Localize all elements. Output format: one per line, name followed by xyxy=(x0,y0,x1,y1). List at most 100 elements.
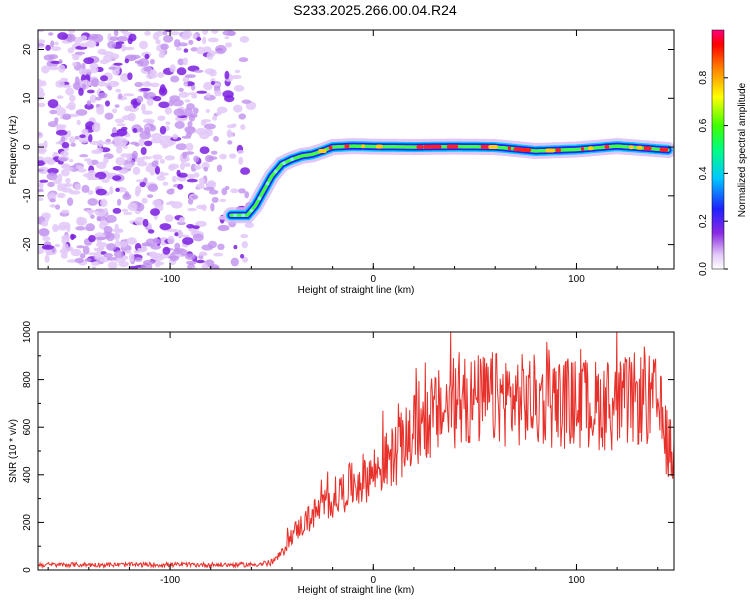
noise-blob xyxy=(128,265,138,269)
noise-blob xyxy=(115,41,125,45)
heatmap-x-tick-label: 100 xyxy=(568,274,585,285)
ridge-hotspot xyxy=(361,144,365,149)
noise-blob xyxy=(162,30,168,36)
noise-blob xyxy=(169,64,176,73)
ridge-hotspot xyxy=(659,147,669,152)
ridge-hotspot xyxy=(507,146,511,151)
noise-blob xyxy=(38,182,42,188)
noise-blob xyxy=(38,148,46,155)
noise-blob xyxy=(168,99,174,107)
noise-blob xyxy=(38,197,44,201)
colorbar-ticks: 0.0 0.2 0.4 0.6 0.8 xyxy=(698,70,728,276)
noise-blob xyxy=(39,228,50,237)
noise-blob xyxy=(75,226,86,231)
noise-blob xyxy=(68,30,76,34)
noise-blob xyxy=(210,202,215,212)
ridge-hotspot xyxy=(318,149,327,153)
noise-blob xyxy=(171,99,184,107)
noise-blob xyxy=(179,162,186,170)
noise-blob xyxy=(48,65,60,71)
noise-blob xyxy=(231,74,242,80)
noise-blob xyxy=(203,166,208,172)
noise-blob xyxy=(62,243,69,253)
noise-blob xyxy=(88,235,96,243)
noise-blob xyxy=(230,257,239,267)
noise-blob xyxy=(70,234,77,239)
heatmap-x-tick-label: 0 xyxy=(370,274,376,285)
noise-blob xyxy=(109,186,114,195)
noise-blob xyxy=(41,65,50,74)
noise-blob xyxy=(74,183,82,191)
noise-blob xyxy=(55,107,67,117)
ridge-spot xyxy=(241,213,245,218)
noise-blob xyxy=(134,216,145,226)
heatmap-x-label: Height of straight line (km) xyxy=(298,285,415,296)
noise-blob xyxy=(173,39,181,48)
noise-blob xyxy=(168,163,179,170)
noise-blob xyxy=(157,72,165,78)
noise-blob xyxy=(196,90,208,94)
noise-blob xyxy=(88,134,93,143)
noise-blob xyxy=(91,261,100,266)
noise-blob xyxy=(95,236,107,241)
noise-blob xyxy=(173,108,185,117)
noise-blob xyxy=(177,58,185,66)
noise-blob xyxy=(103,226,113,234)
noise-blob xyxy=(238,113,246,120)
noise-blob xyxy=(68,190,81,195)
noise-blob xyxy=(193,155,200,163)
noise-blob xyxy=(127,72,133,81)
noise-blob xyxy=(66,167,74,171)
noise-blob xyxy=(182,57,188,66)
heatmap-y-tick-label: 10 xyxy=(22,92,33,104)
noise-blob xyxy=(240,253,245,259)
noise-blob xyxy=(92,266,97,269)
noise-blob xyxy=(184,74,196,78)
noise-blob xyxy=(89,94,97,104)
colorbar: 0.0 0.2 0.4 0.6 0.8 Normalized spectral ampl… xyxy=(698,29,748,276)
noise-blob xyxy=(149,171,155,176)
noise-blob xyxy=(240,233,249,239)
heatmap-y-label: Frequency (Hz) xyxy=(8,116,19,185)
noise-blob xyxy=(164,214,174,223)
noise-blob xyxy=(139,40,148,50)
noise-blob xyxy=(99,198,108,208)
noise-blob xyxy=(207,37,219,43)
noise-blob xyxy=(124,58,129,64)
noise-blob xyxy=(84,158,90,162)
noise-blob xyxy=(115,187,120,192)
snr-background xyxy=(38,332,674,570)
noise-blob xyxy=(85,223,95,232)
noise-blob xyxy=(60,150,69,157)
noise-blob xyxy=(120,30,126,34)
noise-blob xyxy=(81,83,87,90)
noise-blob xyxy=(90,65,99,74)
noise-blob xyxy=(194,164,202,170)
noise-blob xyxy=(76,245,85,249)
noise-blob xyxy=(244,191,250,199)
noise-blob xyxy=(134,81,143,88)
noise-blob xyxy=(38,43,45,47)
noise-blob xyxy=(211,30,219,34)
noise-blob xyxy=(38,143,47,149)
noise-blob xyxy=(121,44,126,52)
noise-blob xyxy=(147,183,159,192)
noise-blob xyxy=(76,216,85,226)
noise-blob xyxy=(128,253,135,262)
noise-blob xyxy=(54,243,61,248)
noise-blob xyxy=(139,127,144,133)
noise-blob xyxy=(47,99,59,109)
noise-blob xyxy=(55,129,68,136)
noise-blob xyxy=(154,166,161,175)
noise-blob xyxy=(61,141,70,149)
noise-blob xyxy=(167,255,179,259)
noise-blob xyxy=(83,57,95,65)
noise-blob xyxy=(77,168,87,173)
noise-blob xyxy=(114,250,124,259)
noise-blob xyxy=(164,155,175,161)
noise-blob xyxy=(116,36,129,42)
noise-blob xyxy=(150,138,162,144)
noise-blob xyxy=(229,153,237,159)
noise-blob xyxy=(75,165,84,170)
